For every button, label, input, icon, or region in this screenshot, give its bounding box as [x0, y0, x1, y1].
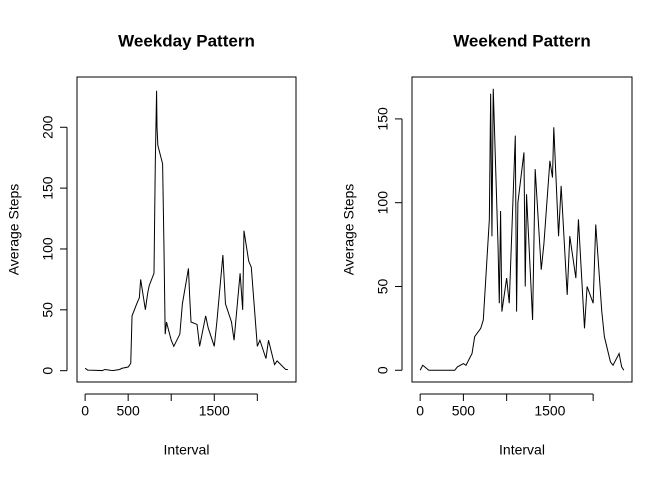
chart-title: Weekend Pattern	[453, 31, 591, 50]
y-tick-label: 0	[40, 367, 56, 375]
x-tick-label: 500	[116, 403, 140, 419]
y-tick-label: 0	[375, 366, 391, 374]
y-tick-label: 100	[375, 191, 391, 215]
x-tick-label: 0	[416, 403, 424, 419]
y-tick-label: 50	[375, 278, 391, 294]
x-axis-label: Interval	[164, 442, 210, 458]
x-tick-label: 500	[452, 403, 476, 419]
plot-box	[411, 76, 633, 383]
y-tick-label: 150	[40, 176, 56, 200]
y-axis-label: Average Steps	[6, 184, 22, 276]
y-tick-label: 150	[375, 107, 391, 131]
y-tick-label: 50	[40, 302, 56, 318]
x-tick-label: 1500	[199, 403, 230, 419]
plot-box	[76, 76, 297, 383]
y-axis-label: Average Steps	[341, 184, 357, 276]
chart-title: Weekday Pattern	[118, 31, 255, 50]
y-tick-label: 100	[40, 237, 56, 261]
y-tick-label: 200	[40, 115, 56, 139]
x-tick-label: 1500	[534, 403, 565, 419]
x-tick-label: 0	[81, 403, 89, 419]
data-line	[84, 90, 288, 372]
data-line	[419, 88, 625, 371]
x-axis-label: Interval	[499, 442, 545, 458]
